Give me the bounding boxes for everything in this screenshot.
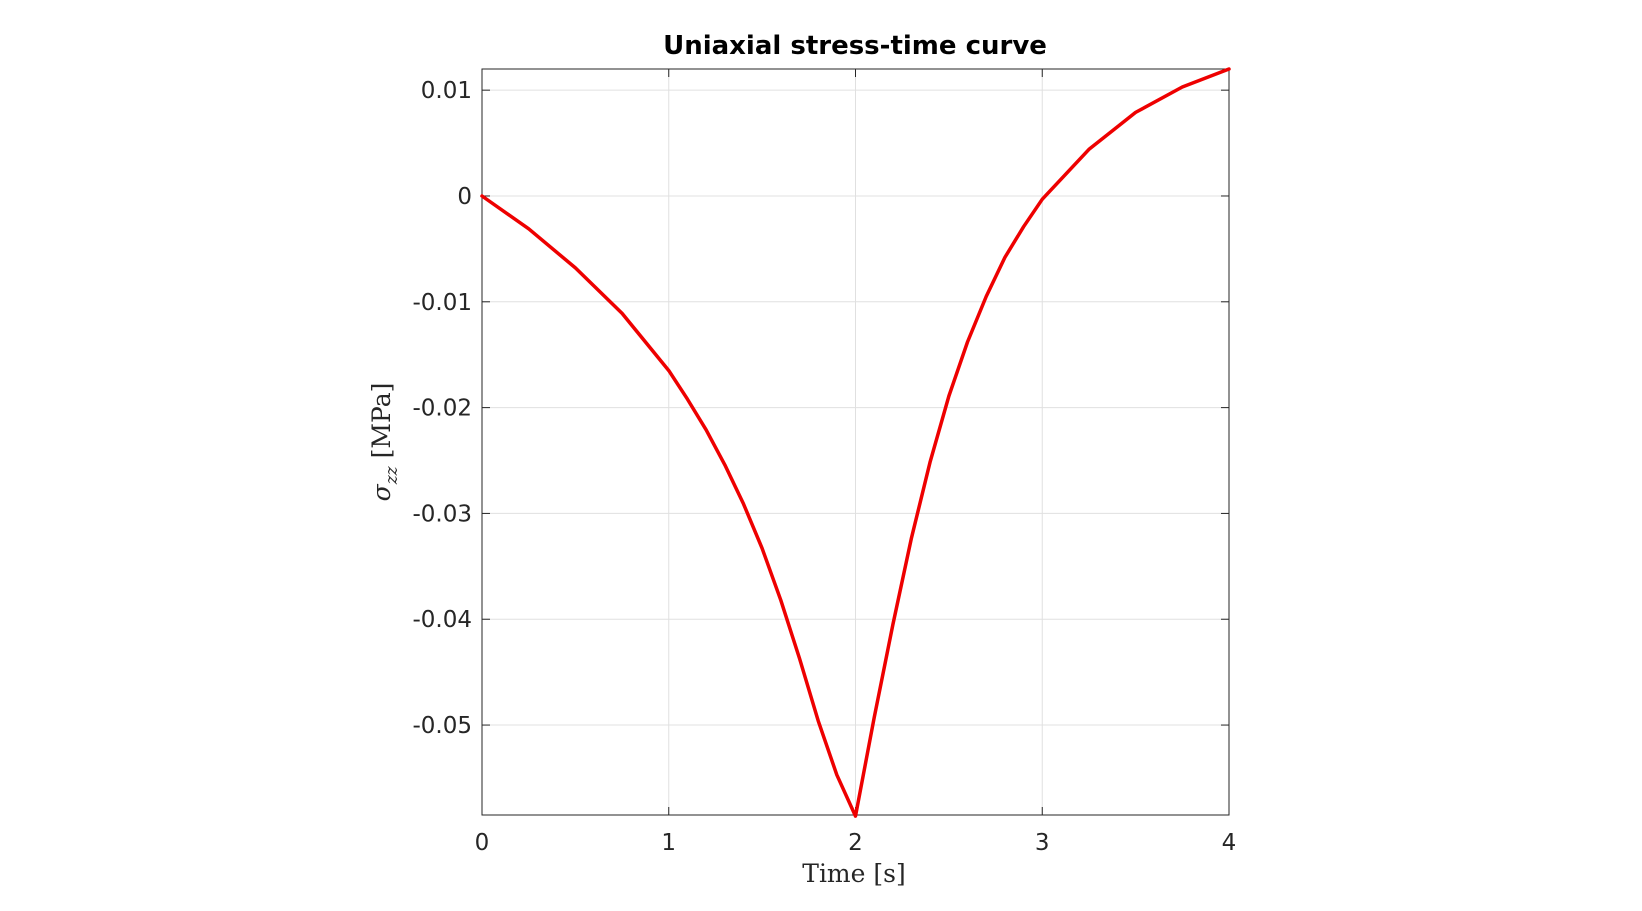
y-tick-label: 0: [457, 184, 472, 210]
x-tick-label: 4: [1222, 830, 1237, 856]
y-axis-label-symbol: σ: [367, 483, 396, 501]
y-tick-label: 0.01: [421, 78, 472, 104]
x-axis-label: Time [s]: [802, 859, 905, 888]
tick-layer: 0 1 2 3 4 0.01 0 -0.01 -0.02 -0.03 -0.04 -0.05: [412, 69, 1236, 856]
chart-title: Uniaxial stress-time curve: [663, 31, 1047, 61]
x-tick-label: 2: [848, 830, 863, 856]
y-tick-label: -0.03: [412, 501, 472, 527]
y-axis-label-unit: [MPa]: [367, 383, 396, 459]
y-axis-label: σzz [MPa]: [367, 383, 402, 502]
y-tick-label: -0.01: [412, 290, 472, 316]
x-tick-label: 3: [1035, 830, 1050, 856]
x-tick-label: 0: [475, 830, 490, 856]
series-line: [480, 67, 1231, 818]
y-axis-label-subscript: zz: [382, 465, 402, 485]
y-tick-label: -0.04: [412, 607, 472, 633]
y-tick-label: -0.02: [412, 396, 472, 422]
x-tick-label: 1: [661, 830, 676, 856]
y-tick-label: -0.05: [412, 713, 472, 739]
grid-layer: [481, 69, 1230, 815]
line-layer: [480, 67, 1231, 818]
